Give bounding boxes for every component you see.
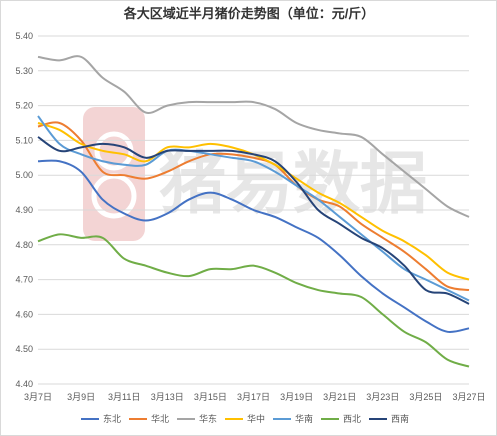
x-tick-label: 3月9日 [67, 392, 95, 402]
series-line-4 [37, 115, 470, 302]
series-line-6 [37, 136, 470, 305]
x-tick-label: 3月19日 [280, 392, 313, 402]
x-tick-label: 3月17日 [237, 392, 270, 402]
y-tick-label: 5.10 [15, 135, 33, 145]
x-tick-label: 3月7日 [24, 392, 52, 402]
watermark-text: 猪易数据 [159, 145, 427, 224]
y-tick-label: 5.00 [15, 170, 33, 180]
x-tick-label: 3月15日 [194, 392, 227, 402]
chart-title: 各大区域近半月猪价走势图（单位：元/斤） [123, 6, 375, 21]
x-tick-label: 3月13日 [151, 392, 184, 402]
series-line-0 [37, 159, 470, 334]
y-tick-label: 5.30 [15, 66, 33, 76]
legend-label: 西南 [391, 413, 409, 424]
x-tick-label: 3月25日 [409, 392, 442, 402]
series-lines [37, 55, 470, 368]
x-tick-label: 3月23日 [366, 392, 399, 402]
x-tick-label: 3月11日 [108, 392, 140, 402]
legend-label: 华中 [247, 413, 265, 424]
legend-label: 西北 [343, 414, 361, 424]
series-line-2 [37, 55, 470, 218]
y-tick-label: 4.40 [15, 379, 33, 389]
legend-label: 华北 [151, 413, 169, 424]
legend-label: 华东 [199, 413, 217, 424]
y-axis-ticks: 4.40 4.50 4.60 4.70 4.80 4.90 5.00 5.10 5.20 5.30… [15, 31, 33, 389]
x-tick-label: 3月27日 [452, 392, 485, 402]
y-tick-label: 4.50 [15, 344, 33, 354]
x-tick-label: 3月21日 [323, 392, 356, 402]
legend: 东北 华北 华东 华中 华南 西北 西南 [81, 413, 409, 424]
legend-label: 华南 [295, 413, 313, 424]
series-line-1 [37, 121, 470, 292]
y-tick-label: 4.70 [15, 275, 33, 285]
x-axis-ticks: 3月7日 3月9日 3月11日 3月13日 3月15日 3月17日 3月19日 3月21日 3月… [24, 392, 486, 402]
watermark: 猪易数据 [83, 107, 427, 241]
series-line-5 [37, 233, 470, 368]
y-tick-label: 4.90 [15, 205, 33, 215]
y-tick-label: 5.40 [15, 31, 33, 41]
y-tick-label: 4.60 [15, 309, 33, 319]
y-tick-label: 5.20 [15, 101, 33, 111]
legend-label: 东北 [103, 413, 121, 424]
y-tick-label: 4.80 [15, 240, 33, 250]
